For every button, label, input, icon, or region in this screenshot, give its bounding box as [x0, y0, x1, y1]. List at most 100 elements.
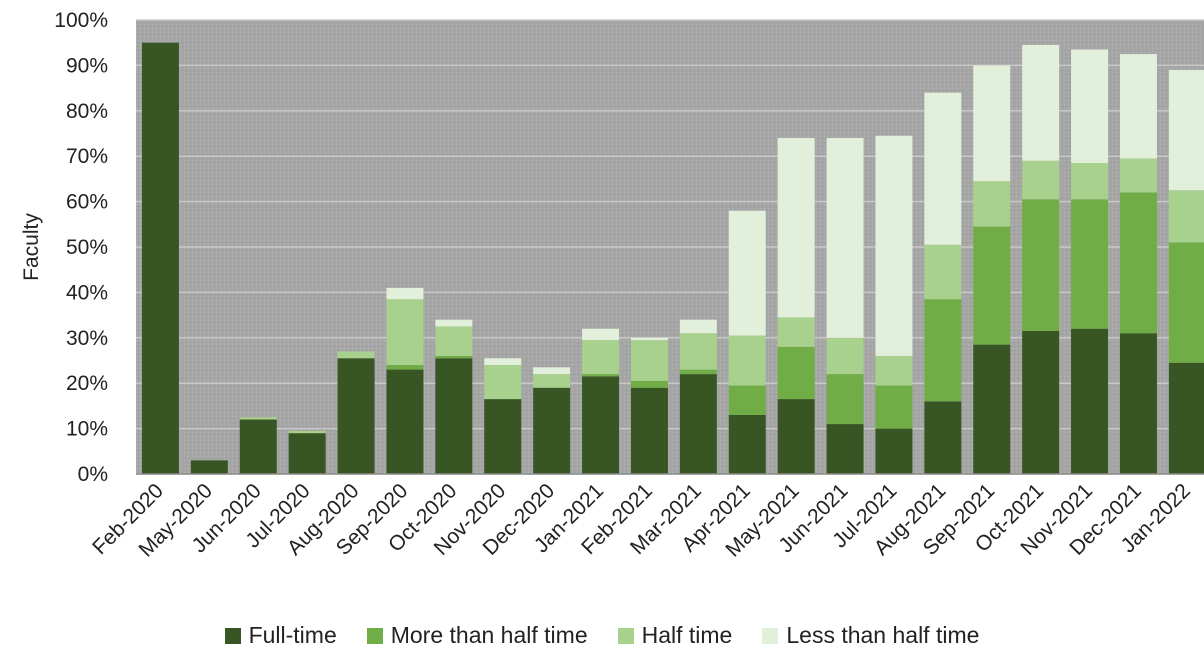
- legend-swatch: [617, 627, 634, 644]
- bar-segment: [826, 337, 864, 375]
- bar-segment: [679, 319, 717, 334]
- bar-segment: [630, 337, 668, 341]
- bar-segment: [386, 287, 424, 300]
- bar-segment: [875, 428, 913, 474]
- bar-segment: [777, 346, 815, 400]
- legend-swatch: [762, 627, 779, 644]
- bar-segment: [973, 65, 1011, 182]
- bar-segment: [484, 358, 522, 366]
- bar-segment: [875, 355, 913, 386]
- bar-segment: [728, 414, 766, 474]
- legend-label: Full-time: [248, 622, 337, 648]
- bar-segment: [1071, 163, 1109, 200]
- bar-segment: [728, 335, 766, 386]
- legend: Full-time More than half time Half time Les…: [0, 622, 1204, 649]
- legend-item: Less than half time: [762, 622, 979, 649]
- bar-segment: [141, 42, 179, 474]
- bar-segment: [484, 365, 522, 400]
- legend-swatch: [224, 627, 241, 644]
- bar-segment: [190, 460, 228, 474]
- legend-label: More than half time: [390, 622, 588, 648]
- bar-segment: [582, 374, 620, 377]
- bar-segment: [826, 374, 864, 425]
- bar-segment: [239, 419, 277, 474]
- bar-segment: [973, 226, 1011, 345]
- bar-segment: [1022, 160, 1060, 200]
- bar-segment: [1071, 328, 1109, 474]
- bar-segment: [728, 210, 766, 336]
- bar-segment: [777, 399, 815, 474]
- y-tick-label: 90%: [66, 54, 108, 77]
- bar-segment: [435, 319, 473, 327]
- y-tick-label: 60%: [66, 191, 108, 214]
- legend-swatch: [366, 627, 383, 644]
- bar-segment: [630, 380, 668, 388]
- bar-segment: [1119, 192, 1157, 334]
- bar-segment: [875, 135, 913, 356]
- bar-segment: [1168, 242, 1204, 363]
- bar-segment: [386, 299, 424, 366]
- bar-segment: [777, 138, 815, 318]
- bar-segment: [1119, 333, 1157, 474]
- bar-segment: [288, 433, 326, 474]
- bar-segment: [1168, 69, 1204, 191]
- bar-segment: [826, 138, 864, 338]
- legend-label: Half time: [641, 622, 733, 648]
- bar-segment: [973, 181, 1011, 227]
- bar-segment: [630, 387, 668, 474]
- bar-segment: [679, 333, 717, 370]
- y-tick-label: 30%: [66, 327, 108, 350]
- bar-segment: [1022, 330, 1060, 474]
- bar-segment: [533, 374, 571, 388]
- bar-segment: [533, 367, 571, 375]
- bar-segment: [924, 92, 962, 245]
- bar-segment: [435, 355, 473, 359]
- y-tick-label: 10%: [66, 418, 108, 441]
- bar-segment: [386, 365, 424, 370]
- bar-segment: [1071, 49, 1109, 164]
- bar-segment: [1022, 199, 1060, 331]
- bar-segment: [337, 351, 375, 359]
- bar-segment: [582, 328, 620, 341]
- bar-segment: [1168, 362, 1204, 474]
- bar-segment: [1168, 190, 1204, 243]
- legend-label: Less than half time: [786, 622, 980, 648]
- bar-segment: [386, 369, 424, 474]
- bar-segment: [973, 344, 1011, 474]
- bar-segment: [924, 299, 962, 402]
- bar-segment: [582, 340, 620, 375]
- bar-segment: [924, 244, 962, 300]
- bar-segment: [435, 326, 473, 356]
- legend-item: More than half time: [366, 622, 588, 649]
- stacked-bar-chart: 0%10%20%30%40%50%60%70%80%90%100%Feb-202…: [20, 9, 1204, 562]
- y-tick-label: 20%: [66, 372, 108, 395]
- legend-item: Full-time: [224, 622, 337, 649]
- y-axis-title: Faculty: [20, 213, 43, 281]
- bar-segment: [582, 376, 620, 474]
- y-tick-label: 50%: [66, 236, 108, 259]
- bar-segment: [239, 417, 277, 420]
- bar-segment: [875, 385, 913, 429]
- bar-segment: [484, 399, 522, 474]
- bar-segment: [679, 374, 717, 474]
- bar-segment: [777, 317, 815, 347]
- legend-item: Half time: [617, 622, 733, 649]
- y-tick-label: 70%: [66, 145, 108, 168]
- bar-segment: [1119, 158, 1157, 193]
- bar-segment: [924, 401, 962, 474]
- y-tick-label: 0%: [78, 463, 108, 486]
- bar-segment: [826, 424, 864, 474]
- bar-segment: [728, 385, 766, 415]
- bar-segment: [337, 358, 375, 474]
- y-tick-label: 40%: [66, 281, 108, 304]
- bar-segment: [1022, 44, 1060, 161]
- y-tick-label: 100%: [54, 9, 108, 32]
- bar-segment: [533, 387, 571, 474]
- bar-segment: [1119, 54, 1157, 159]
- bar-segment: [435, 358, 473, 474]
- bar-segment: [288, 430, 326, 434]
- bar-segment: [630, 340, 668, 381]
- bar-segment: [1071, 199, 1109, 329]
- bar-segment: [679, 369, 717, 375]
